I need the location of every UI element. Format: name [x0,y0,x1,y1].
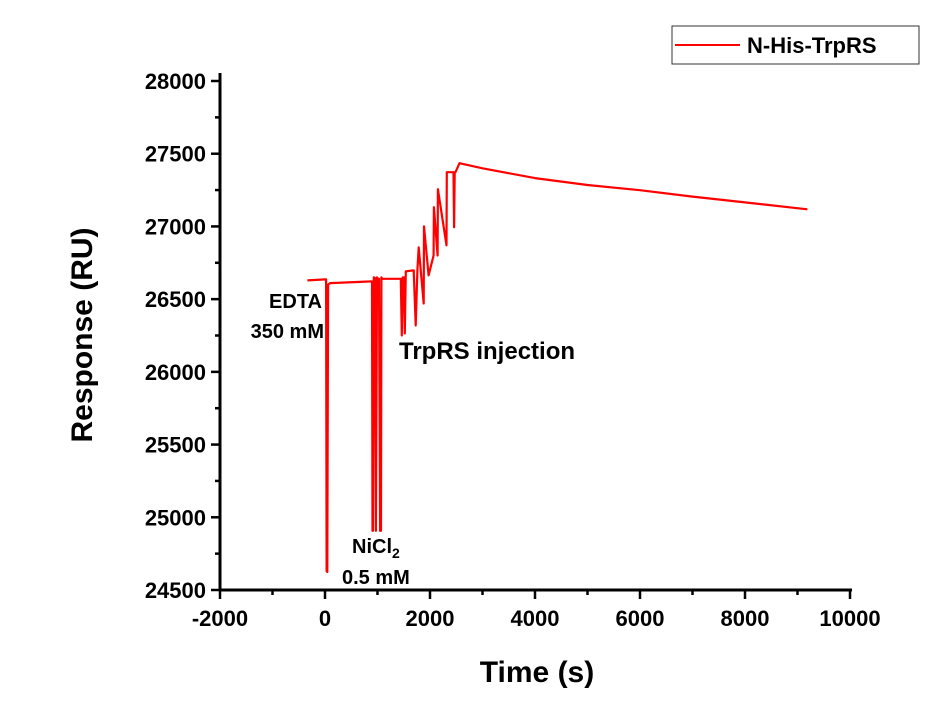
x-tick-label: 2000 [406,606,455,631]
x-axis-label: Time (s) [480,656,594,689]
y-tick-label: 28000 [145,69,206,94]
series-line-n-his-trprs [307,162,808,574]
x-tick-label: 6000 [616,606,665,631]
x-tick-label: 0 [319,606,331,631]
annotation-edta-conc: 350 mM [251,321,324,343]
x-ticks: -2000 0 2000 4000 6000 8000 10000 [192,590,881,631]
x-tick-label: 10000 [819,606,880,631]
y-tick-label: 27000 [145,214,206,239]
annotation-nicl2-conc: 0.5 mM [342,567,410,589]
y-tick-label: 24500 [145,578,206,603]
y-ticks: 24500 25000 25500 26000 26500 27000 27500 28000 [145,69,220,603]
annotation-trprs-injection: TrpRS injection [399,338,575,365]
legend: N-His-TrpRS [671,25,920,65]
y-tick-label: 25000 [145,505,206,530]
x-tick-label: 4000 [511,606,560,631]
annotation-edta: EDTA [269,291,322,313]
annotation-nicl2-subscript: 2 [392,545,400,561]
y-axis-label: Response (RU) [66,227,99,442]
y-tick-label: 27500 [145,142,206,167]
x-tick-label: 8000 [721,606,770,631]
series-layer [307,162,808,574]
y-tick-label: 26000 [145,360,206,385]
x-tick-label: -2000 [192,606,248,631]
legend-label: N-His-TrpRS [747,33,877,58]
y-tick-label: 25500 [145,433,206,458]
annotation-nicl2-main: NiCl [352,536,392,558]
annotation-nicl2: NiCl2 [352,536,400,561]
y-tick-label: 26500 [145,287,206,312]
